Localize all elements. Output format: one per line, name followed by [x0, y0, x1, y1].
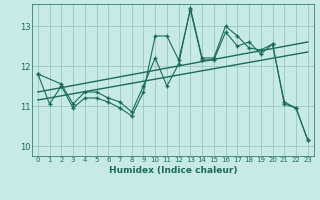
X-axis label: Humidex (Indice chaleur): Humidex (Indice chaleur)	[108, 166, 237, 175]
